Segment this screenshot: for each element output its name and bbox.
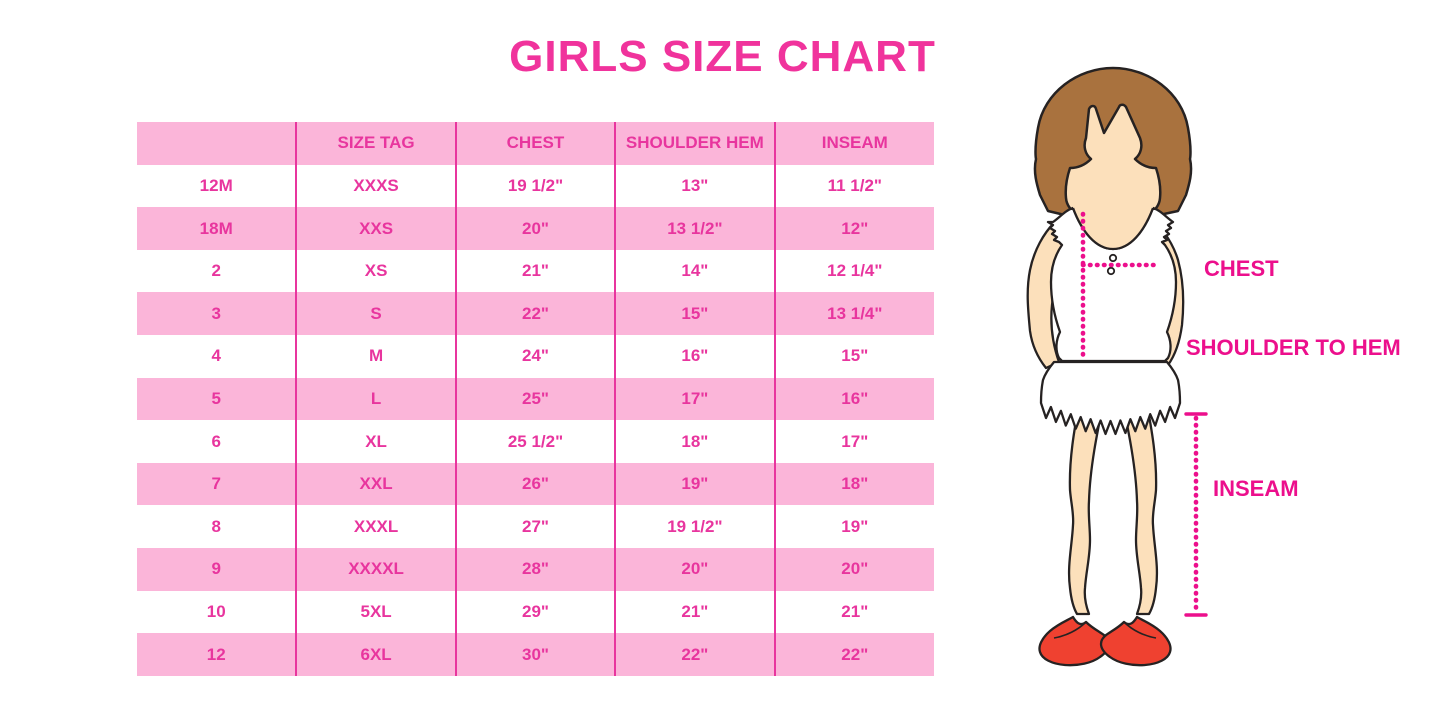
svg-text:SHOULDER TO HEM: SHOULDER TO HEM	[1186, 335, 1401, 360]
svg-text:INSEAM: INSEAM	[1213, 476, 1299, 501]
svg-text:CHEST: CHEST	[1204, 256, 1279, 281]
